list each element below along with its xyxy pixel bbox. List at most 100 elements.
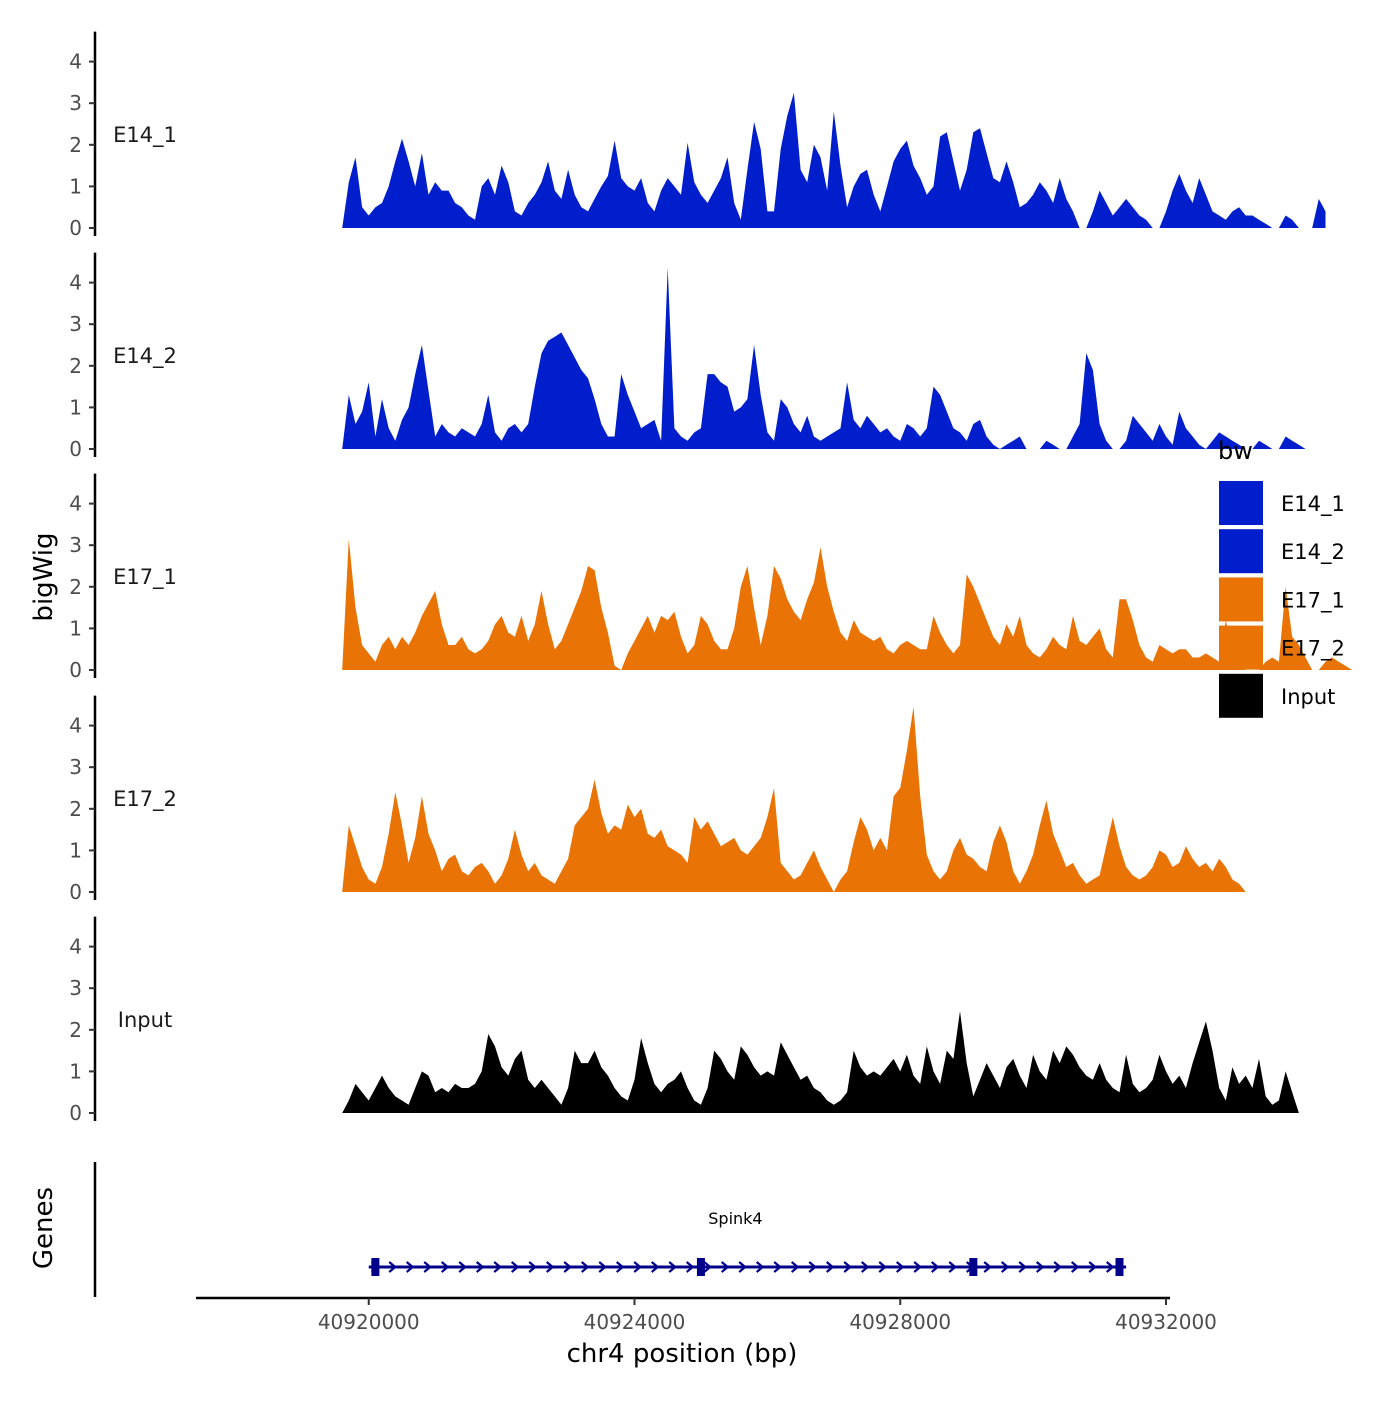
legend-swatch-e14-2 — [1219, 529, 1263, 574]
track-label: E17_2 — [113, 787, 177, 812]
legend-label-input: Input — [1281, 685, 1335, 709]
strand-arrow — [738, 1261, 747, 1273]
area-e17-1 — [342, 539, 1352, 670]
track-label: E14_2 — [113, 344, 177, 369]
strand-arrow — [510, 1261, 520, 1273]
y-tick-label: 3 — [69, 91, 82, 115]
area-e14-2 — [342, 268, 1306, 449]
strand-arrow — [1070, 1261, 1080, 1273]
gene-exon — [371, 1258, 380, 1276]
strand-arrow — [423, 1261, 432, 1273]
strand-arrow — [440, 1261, 450, 1273]
gene-track: Spink4 — [93, 1162, 1127, 1297]
strand-arrow — [878, 1261, 887, 1273]
legend-swatch-e14-1 — [1219, 481, 1263, 525]
strand-arrow — [930, 1261, 940, 1273]
track-label: Input — [118, 1008, 172, 1032]
strand-arrow — [755, 1261, 765, 1273]
area-e17-2 — [342, 706, 1246, 892]
strand-arrow — [773, 1261, 782, 1273]
y-tick-label: 2 — [69, 797, 82, 821]
y-tick-label: 4 — [69, 714, 82, 738]
y-tick-label: 0 — [69, 216, 82, 240]
x-tick-label: 40920000 — [318, 1310, 420, 1334]
x-tick-label: 40932000 — [1115, 1310, 1217, 1334]
y-tick-label: 0 — [69, 658, 82, 682]
strand-arrow — [405, 1261, 415, 1273]
legend-title: bw — [1218, 437, 1253, 465]
strand-arrow — [983, 1261, 992, 1273]
gene-exon — [696, 1258, 705, 1276]
strand-arrow — [493, 1261, 502, 1273]
strand-arrow — [790, 1261, 800, 1273]
area-e14-1 — [342, 92, 1326, 228]
tracks-layer: 0 1 2 3 4 E14_1 0 1 2 3 4 E14_2 0 1 2 3 4 E17_1 0 1 2 3 4 E17_2… — [69, 31, 1352, 1125]
strand-arrow — [615, 1261, 625, 1273]
legend-label-e14-2: E14_2 — [1281, 540, 1345, 565]
track-e17-1: 0 1 2 3 4 E17_1 — [69, 473, 1352, 682]
strand-arrow — [1035, 1261, 1045, 1273]
track-input: 0 1 2 3 4 Input — [69, 916, 1299, 1125]
strand-arrow — [598, 1261, 607, 1273]
strand-arrow — [458, 1261, 467, 1273]
legend-swatch-e17-2 — [1219, 625, 1263, 670]
legend-label-e17-2: E17_2 — [1281, 637, 1345, 662]
track-e14-2: 0 1 2 3 4 E14_2 — [69, 252, 1306, 461]
y-tick-label: 4 — [69, 50, 82, 74]
strand-arrow — [703, 1261, 712, 1273]
strand-arrow — [685, 1261, 695, 1273]
y-tick-label: 0 — [69, 880, 82, 904]
strand-arrow — [668, 1261, 677, 1273]
y-tick-label: 3 — [69, 755, 82, 779]
strand-arrow — [720, 1261, 730, 1273]
strand-arrow — [825, 1261, 835, 1273]
legend-swatch-e17-1 — [1219, 577, 1263, 622]
x-axis: 40920000 40924000 40928000 40932000 — [196, 1296, 1217, 1334]
legend-label-e14-1: E14_1 — [1281, 492, 1345, 517]
y-tick-label: 0 — [69, 1101, 82, 1125]
track-e14-1: 0 1 2 3 4 E14_1 — [69, 31, 1326, 240]
legend-swatch-input — [1219, 673, 1263, 718]
y-tick-label: 4 — [69, 935, 82, 959]
gene-exon — [1115, 1258, 1124, 1276]
strand-arrow — [895, 1261, 905, 1273]
legend: bw E14_1 E14_2 E17_1 E17_2 Input — [1218, 437, 1345, 718]
track-label: E14_1 — [113, 123, 177, 148]
y-tick-label: 3 — [69, 533, 82, 557]
x-tick-label: 40924000 — [584, 1310, 686, 1334]
y-tick-label: 2 — [69, 1018, 82, 1042]
strand-arrow — [1088, 1261, 1097, 1273]
strand-arrow — [808, 1261, 817, 1273]
strand-arrow — [633, 1261, 642, 1273]
x-tick-label: 40928000 — [849, 1310, 951, 1334]
strand-arrow — [948, 1261, 957, 1273]
y-tick-label: 2 — [69, 133, 82, 157]
legend-label-e17-1: E17_1 — [1281, 588, 1345, 613]
strand-arrow — [1018, 1261, 1027, 1273]
y-tick-label: 1 — [69, 838, 82, 862]
track-label: E17_1 — [113, 565, 177, 590]
y-tick-label: 0 — [69, 437, 82, 461]
x-axis-title: chr4 position (bp) — [567, 1339, 798, 1369]
gene-label: Spink4 — [708, 1209, 762, 1228]
y-tick-label: 4 — [69, 492, 82, 516]
strand-arrow — [545, 1261, 555, 1273]
y-axis-title: bigWig — [29, 532, 59, 621]
strand-arrow — [580, 1261, 590, 1273]
genes-axis-title: Genes — [29, 1187, 59, 1269]
strand-arrow — [860, 1261, 870, 1273]
y-tick-label: 1 — [69, 616, 82, 640]
strand-arrow — [528, 1261, 537, 1273]
gene-exon — [969, 1258, 978, 1276]
strand-arrow — [563, 1261, 572, 1273]
strand-arrow — [388, 1261, 397, 1273]
y-tick-label: 2 — [69, 354, 82, 378]
y-tick-label: 2 — [69, 575, 82, 599]
y-tick-label: 3 — [69, 976, 82, 1000]
strand-arrow — [913, 1261, 922, 1273]
y-tick-label: 1 — [69, 174, 82, 198]
strand-arrow — [843, 1261, 852, 1273]
area-input — [342, 1011, 1299, 1113]
